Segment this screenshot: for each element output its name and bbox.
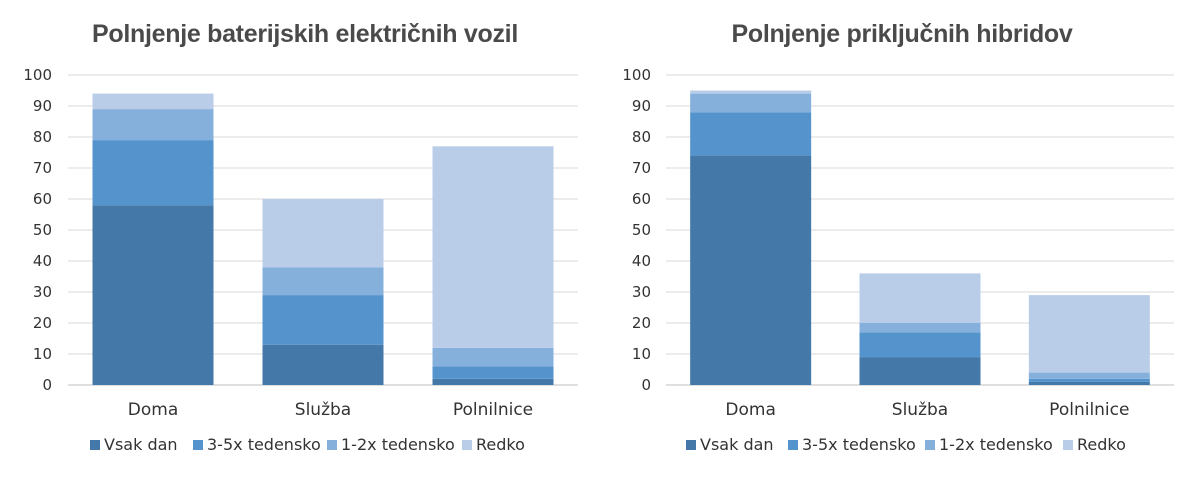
legend-label: Vsak dan [700, 435, 774, 454]
bar-segment [1028, 295, 1150, 373]
bar-segment [690, 93, 812, 113]
legend-label: Redko [476, 435, 525, 454]
y-tick-label: 60 [33, 190, 52, 208]
bar-segment [859, 323, 981, 333]
legend-swatch [193, 440, 203, 450]
bar-segment [432, 366, 554, 379]
bar-segment [859, 273, 981, 323]
y-tick-label: 80 [632, 128, 651, 146]
bar-segment [262, 295, 384, 345]
chart-bev: Polnjenje baterijskih električnih vozil 0… [23, 20, 578, 454]
x-category-label: Doma [725, 400, 775, 420]
legend-swatch [925, 440, 935, 450]
y-tick-label: 0 [42, 376, 52, 394]
bar-segment [690, 155, 812, 385]
legend-swatch [327, 440, 337, 450]
bar-segment [690, 112, 812, 156]
chart-phev: Polnjenje priključnih hibridov 0 10 20 30 40 5… [622, 20, 1174, 454]
legend-label: 1-2x tedensko [939, 435, 1053, 454]
bar-segment [92, 109, 214, 141]
bar-segment [859, 357, 981, 385]
bar-segment [432, 378, 554, 385]
y-tick-label: 60 [632, 190, 651, 208]
bar-segment [1028, 378, 1150, 382]
x-category-label: Služba [295, 400, 351, 420]
y-tick-label: 40 [632, 252, 651, 270]
y-tick-label: 30 [33, 283, 52, 301]
y-tick-label: 10 [33, 345, 52, 363]
bar-segment [262, 267, 384, 296]
legend-label: 3-5x tedensko [207, 435, 321, 454]
bar-segment [92, 140, 214, 206]
legend-label: 1-2x tedensko [341, 435, 455, 454]
y-tick-label: 20 [33, 314, 52, 332]
legend-swatch [90, 440, 100, 450]
bar-segment [262, 344, 384, 385]
legend-swatch [1063, 440, 1073, 450]
y-tick-label: 90 [632, 97, 651, 115]
y-tick-label: 80 [33, 128, 52, 146]
x-category-label: Polnilnice [453, 400, 533, 420]
legend-swatch [686, 440, 696, 450]
legend-label: Redko [1077, 435, 1126, 454]
y-tick-label: 40 [33, 252, 52, 270]
y-tick-label: 20 [632, 314, 651, 332]
chart-title: Polnjenje baterijskih električnih vozil [92, 20, 518, 48]
y-tick-label: 100 [23, 66, 52, 84]
y-tick-label: 50 [33, 221, 52, 239]
y-tick-label: 70 [33, 159, 52, 177]
bar-segment [432, 347, 554, 367]
x-category-label: Doma [128, 400, 178, 420]
legend-label: Vsak dan [104, 435, 178, 454]
x-category-label: Služba [892, 400, 948, 420]
chart-title: Polnjenje priključnih hibridov [731, 20, 1072, 48]
legend-swatch [462, 440, 472, 450]
x-category-label: Polnilnice [1049, 400, 1129, 420]
y-tick-label: 100 [622, 66, 651, 84]
bar-segment [859, 332, 981, 358]
y-tick-label: 0 [641, 376, 651, 394]
bar-segment [1028, 372, 1150, 379]
y-tick-label: 30 [632, 283, 651, 301]
y-tick-label: 10 [632, 345, 651, 363]
y-tick-label: 70 [632, 159, 651, 177]
legend-swatch [788, 440, 798, 450]
y-tick-label: 50 [632, 221, 651, 239]
bar-segment [690, 90, 812, 94]
bar-segment [432, 146, 554, 348]
y-tick-label: 90 [33, 97, 52, 115]
legend-label: 3-5x tedensko [802, 435, 916, 454]
bar-segment [92, 93, 214, 110]
bar-segment [92, 205, 214, 385]
bar-segment [1028, 381, 1150, 385]
bar-segment [262, 199, 384, 268]
